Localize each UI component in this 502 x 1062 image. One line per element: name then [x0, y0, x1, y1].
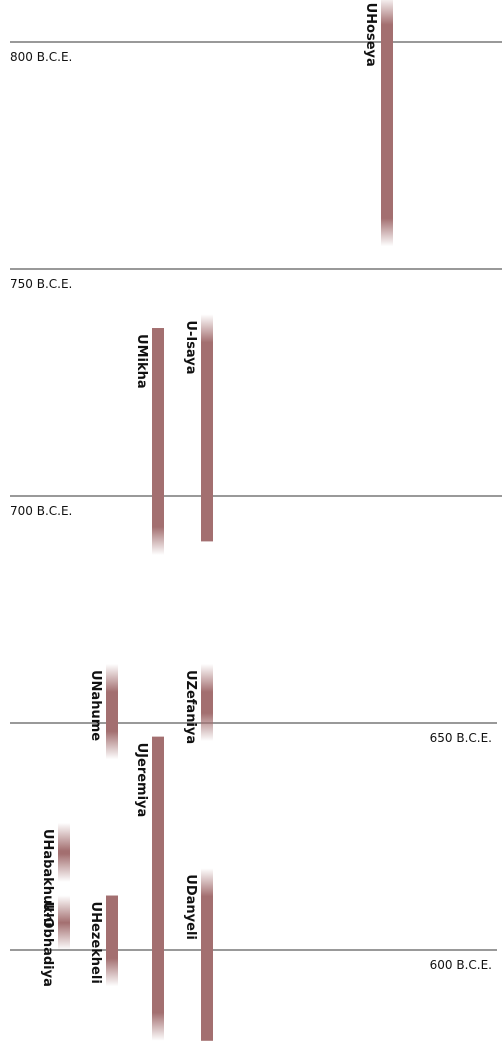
prophet-label-unahume: UNahume: [88, 670, 103, 741]
year-label-650: 650 B.C.E.: [430, 731, 492, 745]
prophet-label-uzefaniya: UZefaniya: [183, 670, 198, 744]
timeline-bar-uhezekheli: [106, 895, 118, 987]
timeline-bar-udanyeli: [201, 868, 213, 1041]
prophet-label-uhabakhukhi: UHabakhukhi: [40, 829, 55, 927]
timeline-bar-ujeremiya: [152, 736, 164, 1041]
timeline-bar-uzefaniya: [201, 663, 213, 742]
timeline-bar-unahume: [106, 663, 118, 760]
year-label-800: 800 B.C.E.: [10, 50, 72, 64]
gridline-layer: [10, 41, 502, 951]
prophet-label-uisaya: U-Isaya: [183, 320, 198, 374]
timeline-bar-uobhadiya: [58, 895, 70, 950]
timeline-bar-uhoseya: [381, 0, 393, 247]
prophet-label-ujeremiya: UJeremiya: [134, 743, 149, 818]
year-label-600: 600 B.C.E.: [430, 958, 492, 972]
year-label-700: 700 B.C.E.: [10, 504, 72, 518]
prophet-label-uobhadiya: U-Obhadiya: [40, 902, 55, 987]
prophet-label-uhoseya: UHoseya: [363, 3, 378, 67]
timeline-bar-uisaya: [201, 314, 213, 542]
bar-layer: [58, 0, 393, 1041]
year-label-750: 750 B.C.E.: [10, 277, 72, 291]
timeline-bar-uhabakhukhi: [58, 822, 70, 882]
prophet-label-uhezekheli: UHezekheli: [88, 902, 103, 984]
timeline-bar-umikha: [152, 328, 164, 556]
label-layer: 800 B.C.E. 750 B.C.E. 700 B.C.E. 650 B.C.E.…: [10, 3, 492, 987]
prophet-label-udanyeli: UDanyeli: [183, 874, 198, 940]
prophet-label-umikha: UMikha: [134, 334, 149, 389]
